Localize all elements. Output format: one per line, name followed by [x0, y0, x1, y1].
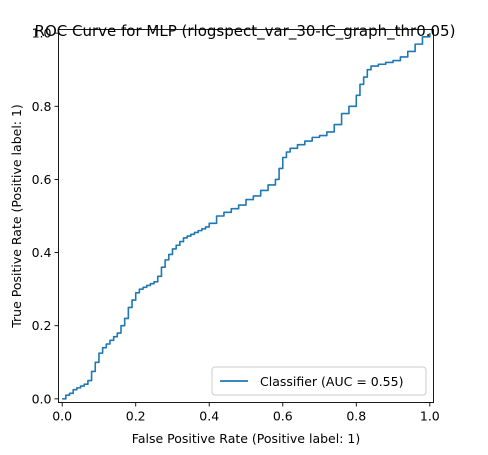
roc-curve-line — [62, 33, 430, 399]
x-tick-label: 1.0 — [420, 409, 440, 424]
y-axis-label: True Positive Rate (Positive label: 1) — [9, 104, 24, 329]
legend-entry: Classifier (AUC = 0.55) — [260, 374, 403, 389]
x-tick-label: 0.0 — [52, 409, 72, 424]
y-tick-label: 0.2 — [32, 318, 52, 333]
y-tick-label: 0.8 — [32, 99, 52, 114]
y-tick-label: 0.4 — [32, 245, 52, 260]
x-axis-label: False Positive Rate (Positive label: 1) — [132, 431, 360, 446]
y-tick-label: 0.6 — [32, 172, 52, 187]
plot-frame — [59, 30, 434, 403]
x-tick-label: 0.2 — [126, 409, 146, 424]
x-tick-label: 0.4 — [199, 409, 219, 424]
y-tick-label: 1.0 — [32, 26, 52, 41]
x-tick-label: 0.8 — [346, 409, 366, 424]
chart-title: ROC Curve for MLP (rlogspect_var_30-IC_g… — [35, 22, 456, 41]
y-tick-label: 0.0 — [32, 391, 52, 406]
x-axis-ticks: 0.0 0.2 0.4 0.6 0.8 1.0 — [52, 403, 440, 424]
x-tick-label: 0.6 — [273, 409, 293, 424]
legend: Classifier (AUC = 0.55) — [212, 367, 426, 395]
y-axis-ticks: 0.0 0.2 0.4 0.6 0.8 1.0 — [32, 26, 59, 407]
